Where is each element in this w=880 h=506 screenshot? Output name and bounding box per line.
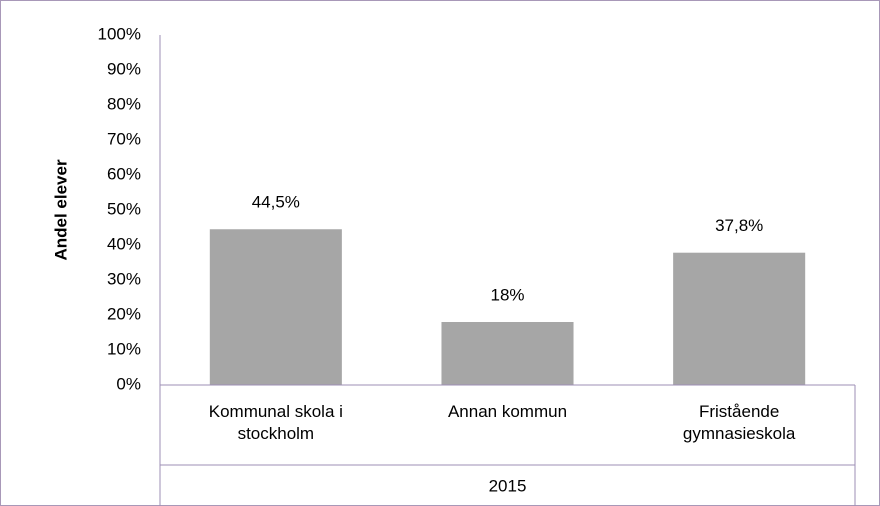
y-tick-label: 50% <box>107 199 141 218</box>
y-tick-label: 60% <box>107 164 141 183</box>
x-tick-label: Fristående gymnasieskola <box>682 402 796 443</box>
y-tick-label: 0% <box>116 374 141 393</box>
x-tick-label: Kommunal skola i stockholm <box>208 402 343 443</box>
y-tick-label: 20% <box>107 304 141 323</box>
value-label: 37,8% <box>715 216 763 235</box>
x-tick-label: Annan kommun <box>447 402 568 421</box>
y-tick-label: 90% <box>107 59 141 78</box>
y-tick-label: 30% <box>107 269 141 288</box>
y-tick-label: 100% <box>98 24 141 43</box>
y-tick-label: 10% <box>107 339 141 358</box>
bar <box>209 229 342 385</box>
group-label: 2015 <box>489 476 527 495</box>
y-tick-label: 70% <box>107 129 141 148</box>
bar <box>673 252 806 385</box>
y-tick-label: 80% <box>107 94 141 113</box>
value-label: 18% <box>490 285 524 304</box>
y-axis-title: Andel elever <box>51 159 70 260</box>
value-label: 44,5% <box>252 193 300 212</box>
y-tick-label: 40% <box>107 234 141 253</box>
bar <box>441 322 574 385</box>
